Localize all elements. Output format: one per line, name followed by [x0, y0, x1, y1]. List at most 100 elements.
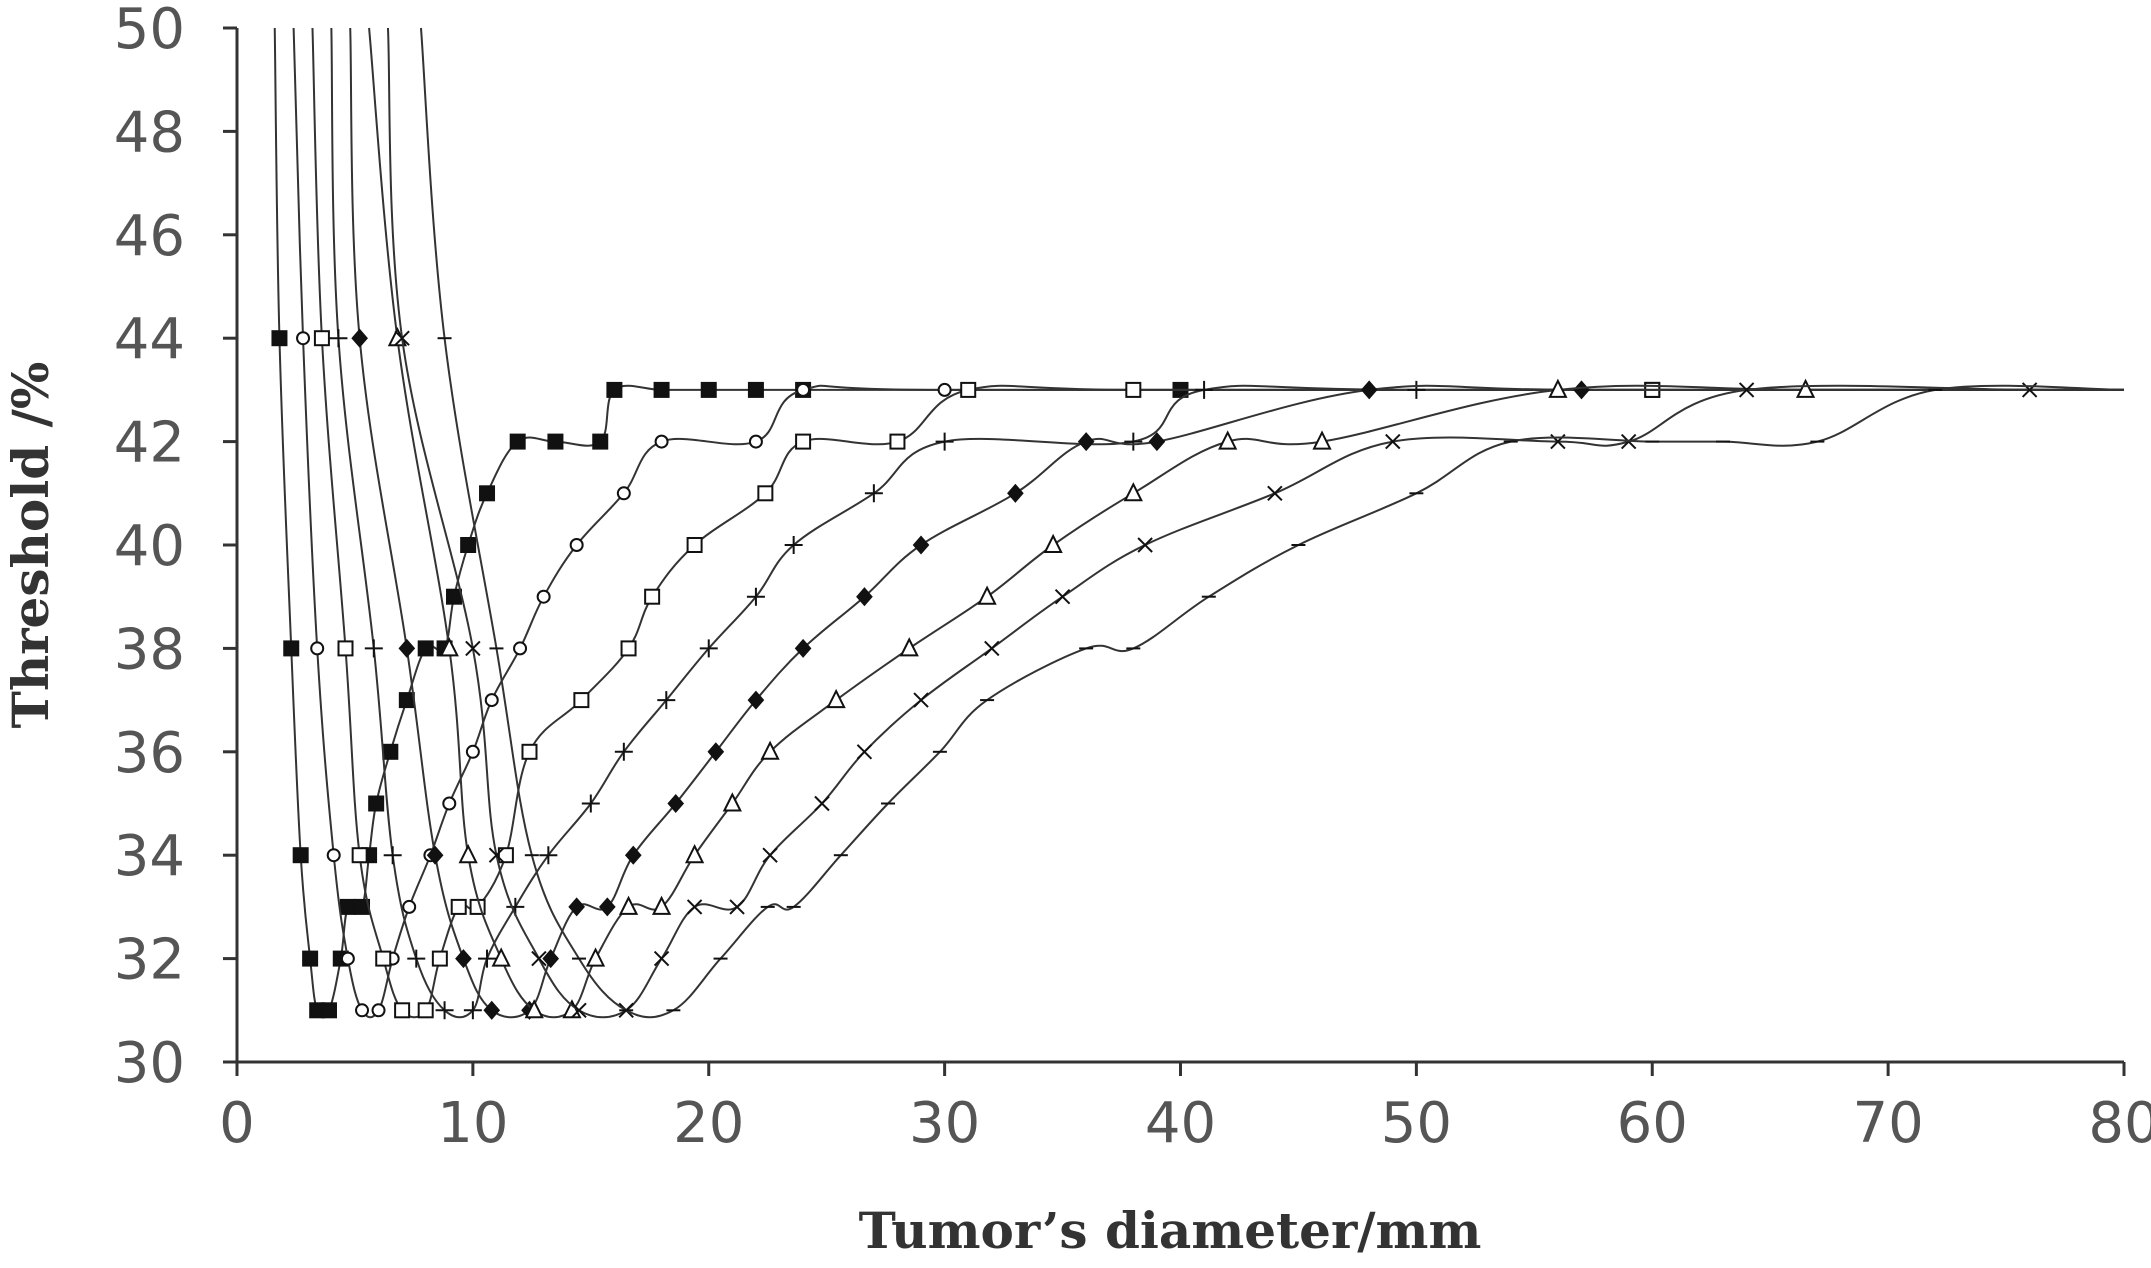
data-point [491, 947, 511, 967]
data-point [513, 641, 528, 656]
data-point [912, 535, 930, 555]
data-point [536, 589, 551, 604]
data-point [442, 796, 457, 811]
data-point [329, 329, 348, 348]
series-line [349, 27, 2124, 1019]
data-point [937, 382, 952, 397]
data-point [431, 950, 448, 967]
data-point [542, 949, 560, 969]
data-point [1054, 588, 1071, 605]
data-point [479, 485, 496, 502]
data-point [417, 1002, 434, 1019]
data-point [339, 898, 356, 915]
data-point [729, 899, 745, 915]
data-point [747, 690, 765, 710]
data-point [1148, 432, 1166, 452]
data-point [320, 1002, 337, 1019]
y-tick-label: 30 [114, 1031, 185, 1096]
y-ticks: 30 32 34 36 38 40 42 44 46 48 50 [114, 0, 237, 1096]
series-layer [271, 27, 2125, 1020]
y-tick-label: 50 [114, 0, 185, 62]
data-point [460, 537, 477, 553]
data-point [483, 1000, 501, 1020]
data-point [465, 640, 481, 657]
y-tick-label: 42 [114, 411, 185, 476]
y-tick-label: 44 [114, 307, 185, 372]
data-point [653, 950, 670, 967]
data-point [1123, 482, 1143, 502]
data-point [747, 381, 764, 398]
data-point [796, 382, 811, 397]
data-point [569, 538, 584, 552]
data-point [748, 434, 763, 449]
data-point [455, 949, 472, 969]
data-point [465, 744, 480, 759]
data-point [509, 433, 526, 450]
x-tick-label: 80 [2088, 1091, 2151, 1156]
data-point [573, 692, 590, 709]
y-tick-label: 46 [114, 204, 185, 269]
data-point [864, 484, 883, 503]
data-point [463, 1001, 482, 1020]
data-point [762, 847, 778, 863]
data-point [760, 740, 780, 760]
data-point [484, 693, 499, 708]
data-point [383, 846, 402, 865]
data-point [1407, 380, 1426, 399]
data-point [313, 330, 330, 347]
data-point [524, 999, 544, 1019]
x-tick-label: 50 [1381, 1091, 1452, 1156]
data-point [1195, 380, 1214, 399]
data-point [707, 742, 725, 762]
data-point [310, 641, 325, 656]
data-point [1795, 378, 1816, 398]
data-point [899, 637, 919, 657]
series-line [368, 27, 2124, 1019]
data-point [1360, 380, 1378, 400]
y-tick-label: 34 [114, 824, 185, 889]
series-line [311, 27, 2124, 1019]
data-point [435, 1001, 454, 1020]
data-point [371, 1003, 386, 1018]
data-point [531, 950, 547, 967]
data-point [784, 536, 803, 554]
data-point [614, 742, 633, 761]
x-tick-label: 0 [219, 1091, 255, 1156]
data-point [394, 330, 410, 346]
data-point [592, 433, 609, 450]
data-point [722, 792, 742, 812]
data-point [795, 433, 812, 450]
x-tick-label: 40 [1145, 1091, 1216, 1156]
series-5 [349, 27, 2124, 1020]
data-point [746, 587, 765, 606]
data-point [1738, 382, 1755, 398]
data-point [1385, 433, 1401, 450]
data-point [1007, 483, 1024, 503]
data-point [368, 795, 385, 812]
data-point [351, 847, 368, 864]
data-point [539, 846, 558, 865]
data-point [364, 639, 383, 658]
series-line [330, 27, 2124, 1019]
data-point [1548, 378, 1568, 398]
data-point [598, 897, 616, 917]
data-point [624, 845, 642, 865]
series-4 [329, 27, 2124, 1020]
x-tick-label: 10 [437, 1091, 508, 1156]
data-point [826, 688, 846, 709]
data-point [1137, 537, 1153, 553]
data-point [684, 843, 705, 864]
data-point [1125, 381, 1142, 398]
series-line [419, 27, 2125, 1019]
data-point [653, 381, 670, 398]
data-point [585, 947, 606, 967]
data-point [699, 639, 718, 658]
data-point [488, 847, 505, 863]
data-point [657, 691, 676, 710]
data-point [402, 899, 417, 914]
y-tick-label: 48 [114, 100, 185, 165]
data-point [478, 949, 497, 968]
data-point [667, 793, 685, 814]
data-point [446, 588, 463, 605]
